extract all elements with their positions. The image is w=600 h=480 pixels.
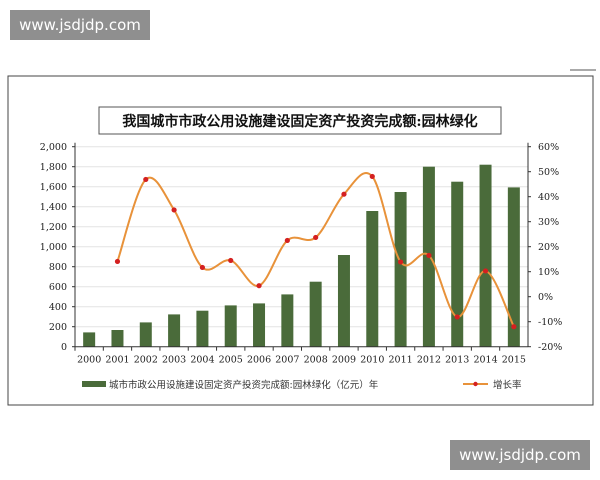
growth-point-2014: [482, 268, 489, 274]
bar-2003: [168, 314, 181, 347]
x-tick-label: 2008: [304, 355, 328, 366]
x-tick-label: 2002: [134, 355, 158, 366]
x-tick-label: 2006: [247, 355, 271, 366]
growth-point-2001: [114, 258, 121, 265]
legend-line-marker: [473, 381, 478, 387]
x-tick-label: 2004: [190, 355, 214, 366]
growth-point-2003: [171, 207, 177, 213]
right-tick-label: 50%: [538, 167, 559, 178]
x-tick-label: 2007: [275, 355, 299, 366]
growth-point-2004: [199, 264, 206, 271]
right-tick-label: 30%: [538, 217, 559, 228]
x-tick-label: 2014: [473, 355, 497, 366]
growth-point-2007: [284, 237, 290, 244]
left-tick-label: 800: [49, 262, 67, 273]
right-tick-label: 40%: [538, 192, 559, 203]
x-tick-label: 2010: [360, 355, 384, 366]
watermark-top: www.jsdjdp.com: [10, 10, 150, 40]
growth-point-2006: [256, 283, 262, 289]
growth-point-2008: [313, 234, 319, 241]
bar-2005: [224, 305, 237, 347]
right-tick-label: 0%: [538, 292, 553, 303]
bar-2015: [507, 187, 520, 347]
x-tick-label: 2012: [417, 355, 441, 366]
right-tick-label: 60%: [538, 142, 559, 153]
bar-2004: [196, 310, 209, 347]
bar-2011: [394, 192, 407, 347]
left-tick-label: 0: [61, 342, 67, 353]
left-tick-label: 1,200: [40, 222, 67, 233]
growth-point-2005: [228, 257, 234, 264]
growth-point-2002: [143, 176, 149, 183]
left-tick-label: 200: [49, 322, 67, 333]
growth-point-2012: [426, 252, 432, 259]
bar-2000: [83, 332, 96, 347]
left-tick-label: 2,000: [40, 142, 67, 153]
bar-2001: [111, 330, 124, 347]
bar-2013: [451, 181, 464, 347]
bar-2008: [309, 281, 322, 347]
growth-point-2009: [341, 191, 347, 197]
x-tick-label: 2015: [502, 355, 526, 366]
bar-2006: [253, 303, 266, 347]
right-tick-label: -20%: [538, 342, 562, 353]
x-tick-label: 2009: [332, 355, 356, 366]
x-tick-label: 2005: [219, 355, 243, 366]
growth-point-2010: [369, 173, 375, 180]
growth-point-2013: [454, 314, 460, 320]
bar-2002: [139, 322, 152, 347]
legend-line-label: 增长率: [493, 379, 522, 391]
left-tick-label: 400: [49, 302, 67, 313]
left-tick-label: 1,800: [40, 162, 67, 173]
x-tick-label: 2011: [389, 355, 413, 366]
growth-point-2011: [397, 259, 404, 265]
legend-bar-swatch: [82, 381, 106, 387]
x-tick-label: 2003: [162, 355, 186, 366]
right-tick-label: 20%: [538, 242, 559, 253]
x-tick-label: 2013: [445, 355, 469, 366]
left-tick-label: 1,000: [40, 242, 67, 253]
right-tick-label: -10%: [538, 317, 562, 328]
bar-2007: [281, 294, 294, 347]
title-box: [98, 106, 502, 135]
legend-bar-label: 城市市政公用设施建设固定资产投资完成额:园林绿化（亿元）年: [109, 379, 379, 391]
bar-2009: [337, 255, 350, 347]
bar-2010: [366, 211, 379, 347]
chart-title: 我国城市市政公用设施建设固定资产投资完成额:园林绿化: [122, 113, 477, 130]
legend: 城市市政公用设施建设固定资产投资完成额:园林绿化（亿元）年 增长率: [82, 379, 522, 391]
right-tick-label: 10%: [538, 267, 559, 278]
left-tick-label: 1,400: [40, 202, 67, 213]
growth-point-2015: [511, 324, 517, 330]
x-tick-label: 2000: [77, 355, 101, 366]
left-tick-label: 600: [49, 282, 67, 293]
bar-2014: [479, 164, 492, 347]
left-tick-label: 1,600: [40, 182, 67, 193]
x-tick-label: 2001: [105, 355, 129, 366]
watermark-bottom: www.jsdjdp.com: [450, 440, 590, 470]
